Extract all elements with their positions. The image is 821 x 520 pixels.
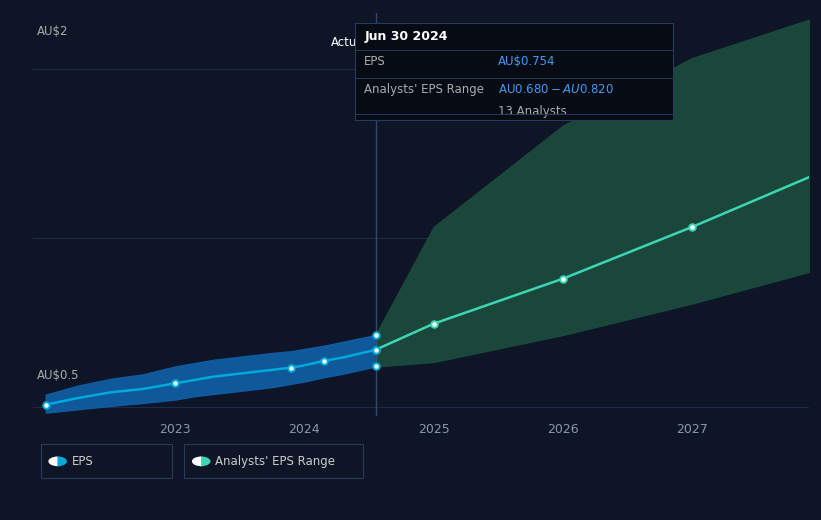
Point bbox=[168, 379, 181, 387]
FancyBboxPatch shape bbox=[355, 23, 673, 120]
Wedge shape bbox=[192, 457, 201, 466]
Text: Jun 30 2024: Jun 30 2024 bbox=[365, 30, 447, 43]
Text: AU$0.5: AU$0.5 bbox=[37, 369, 79, 382]
Point bbox=[427, 319, 440, 328]
Point bbox=[686, 223, 699, 231]
FancyBboxPatch shape bbox=[40, 444, 172, 478]
Text: Analysts Forecasts: Analysts Forecasts bbox=[383, 35, 493, 48]
Text: Analysts' EPS Range: Analysts' EPS Range bbox=[365, 83, 484, 96]
Text: AU$2: AU$2 bbox=[37, 25, 68, 38]
Text: AU$0.754: AU$0.754 bbox=[498, 55, 556, 68]
Wedge shape bbox=[201, 457, 210, 466]
Point bbox=[369, 346, 382, 354]
Text: AU$0.680 - AU$0.820: AU$0.680 - AU$0.820 bbox=[498, 83, 614, 96]
Point bbox=[369, 362, 382, 371]
Point bbox=[317, 357, 330, 365]
FancyBboxPatch shape bbox=[184, 444, 363, 478]
Point bbox=[369, 331, 382, 339]
Text: EPS: EPS bbox=[71, 455, 94, 468]
Wedge shape bbox=[48, 457, 57, 466]
Point bbox=[557, 275, 570, 283]
Wedge shape bbox=[57, 457, 67, 466]
Point bbox=[39, 400, 53, 409]
Text: Actual: Actual bbox=[331, 35, 368, 48]
Point bbox=[369, 346, 382, 354]
Point bbox=[285, 363, 298, 372]
Text: 13 Analysts: 13 Analysts bbox=[498, 105, 567, 118]
Text: Analysts' EPS Range: Analysts' EPS Range bbox=[215, 455, 335, 468]
Text: EPS: EPS bbox=[365, 55, 386, 68]
